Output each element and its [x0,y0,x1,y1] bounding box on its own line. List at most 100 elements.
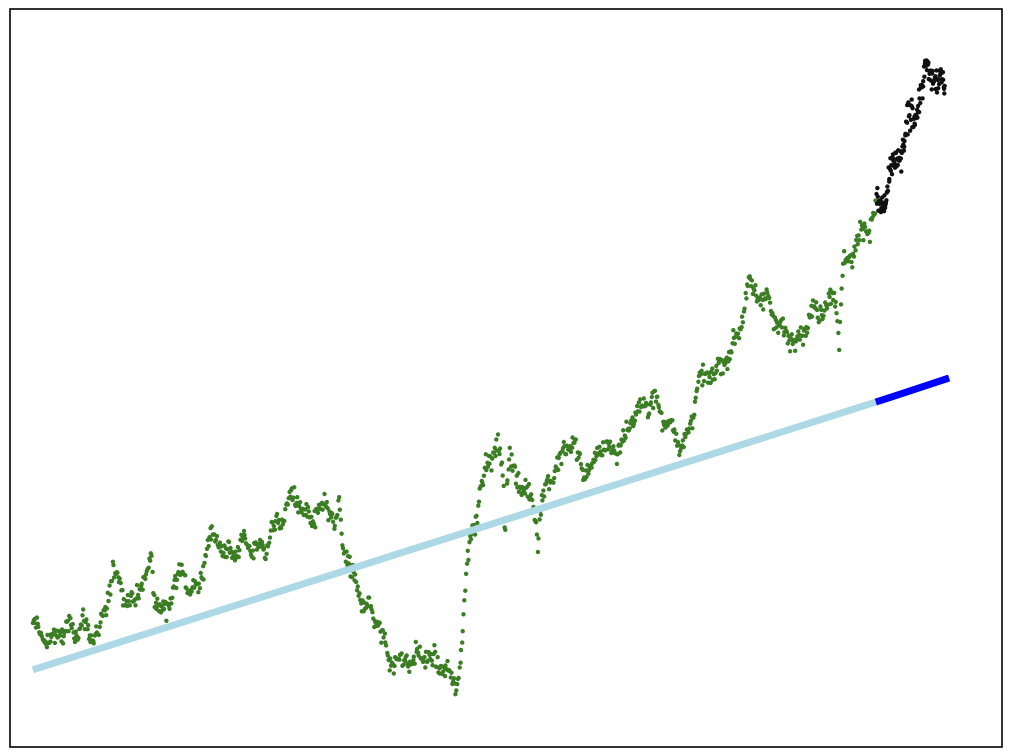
history-point [66,629,71,634]
history-point [164,618,169,623]
forecast-actual-point [907,128,913,133]
history-point [399,651,404,656]
history-point [411,657,416,663]
history-point [108,592,113,597]
history-point [36,624,41,629]
history-point [701,378,707,384]
history-point [118,580,123,586]
history-point [577,451,583,457]
history-point [729,350,734,355]
history-point [489,468,494,473]
history-point [855,242,860,247]
history-point [725,366,730,372]
history-point [481,473,487,478]
history-point [98,620,103,625]
history-point [322,491,327,497]
history-point [285,502,291,507]
forecast-actual-point [895,162,900,168]
history-point [686,430,691,435]
history-point [338,517,343,522]
history-point [652,388,658,393]
history-point [856,233,861,238]
history-point [712,377,717,382]
history-point [635,403,640,409]
history-point [240,538,245,544]
forecast-actual-point [899,169,904,174]
history-point [503,527,508,532]
history-point [821,313,826,318]
history-point [656,405,662,410]
forecast-actual-point [916,109,922,115]
history-point [695,386,700,391]
history-point [291,495,296,500]
history-point [707,374,712,380]
history-point [295,495,300,500]
history-point [297,500,303,505]
history-point [862,224,868,230]
history-point [805,330,810,335]
forecast-actual-point [885,184,890,189]
trend-fit-line [31,398,877,674]
history-point [545,474,551,479]
history-point [793,348,798,353]
history-point [152,592,157,598]
history-point [85,627,90,632]
history-point [403,658,408,663]
history-point [432,643,437,648]
history-point [260,542,265,548]
history-point [767,295,772,301]
history-point [167,606,172,611]
forecast-actual-point [902,144,907,149]
history-point [455,681,460,687]
history-point [146,565,151,570]
history-point [500,473,505,478]
history-point [506,457,512,462]
history-point [161,606,167,612]
history-point [370,610,375,615]
history-point [79,623,85,628]
history-point [203,553,209,559]
history-point [196,590,201,595]
history-point [523,477,528,483]
history-point [337,507,342,512]
history-point [44,645,50,650]
history-point [699,368,704,373]
forecast-actual-point [887,176,892,182]
history-point [247,544,252,549]
history-point [214,533,220,539]
history-point [660,428,665,433]
history-point [296,510,301,515]
history-point [714,363,719,369]
history-point [540,498,545,503]
forecast-actual-series [874,58,947,215]
history-point [320,507,325,512]
history-point [332,523,337,528]
history-point [104,606,110,611]
history-point [224,554,229,560]
history-point [731,328,736,333]
history-point [355,584,360,589]
history-point [837,319,843,325]
forecast-actual-point [942,91,947,96]
history-point [810,298,816,303]
history-point [336,498,341,503]
history-point [680,438,685,443]
history-point [423,665,428,670]
history-point [201,577,206,582]
history-point [546,487,552,492]
history-point [107,583,112,588]
history-point [155,596,160,601]
history-point [505,478,510,483]
history-point [573,437,578,442]
history-point [264,551,269,556]
history-point [315,510,321,515]
history-point [627,426,632,431]
history-point [631,421,636,427]
history-point [576,455,581,460]
history-point [621,428,626,433]
history-point [120,587,125,593]
history-point [34,615,40,620]
history-point [115,570,120,575]
history-point [38,630,44,636]
history-point [443,663,448,668]
